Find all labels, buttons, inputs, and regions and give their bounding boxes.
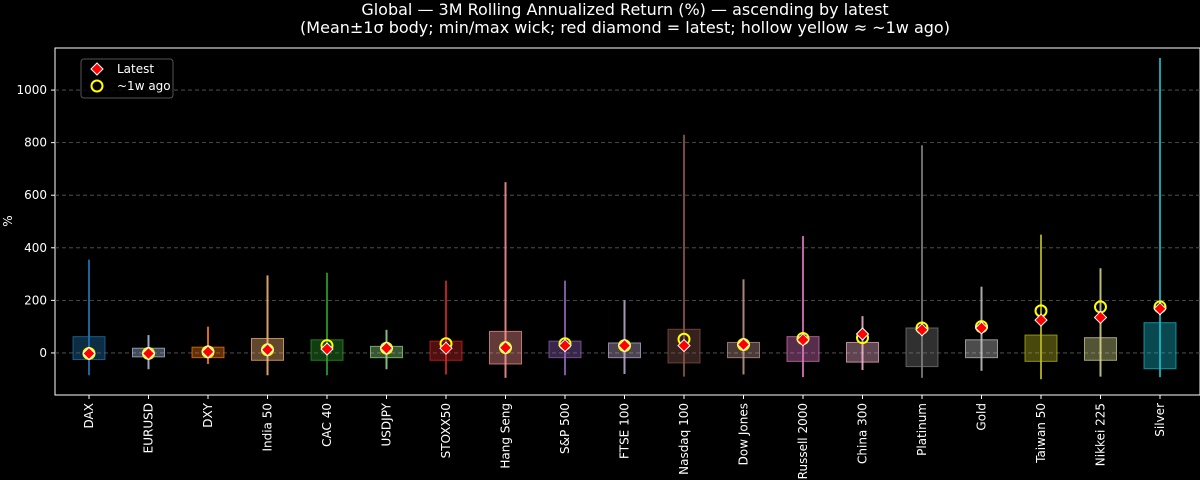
latest-marker	[677, 338, 691, 353]
latest-marker	[439, 341, 453, 355]
latest-marker	[201, 345, 215, 359]
y-tick-label: 1000	[16, 83, 47, 97]
series-group	[429, 280, 463, 375]
y-axis-label: %	[1, 215, 15, 226]
latest-marker	[558, 338, 572, 353]
series-group	[667, 134, 701, 377]
mean-sigma-body	[1143, 322, 1177, 370]
legend: Latest ~1w ago	[80, 58, 174, 99]
x-tick-label: Hang Seng	[499, 403, 513, 469]
series-group	[132, 335, 165, 370]
x-tick-label: FTSE 100	[618, 403, 632, 459]
latest-marker	[141, 346, 156, 361]
series-group	[846, 316, 879, 371]
series-group	[786, 235, 820, 378]
x-tick-label: DXY	[201, 402, 215, 427]
y-tick-label: 0	[39, 346, 47, 360]
latest-marker	[736, 337, 751, 352]
grid-lines	[55, 89, 1200, 354]
x-tick-label: Nasdaq 100	[677, 403, 691, 475]
series-group	[72, 259, 106, 376]
y-axis-ticks: 0 200 400 600 800 1000	[16, 83, 55, 360]
latest-marker	[974, 321, 989, 335]
latest-marker	[915, 323, 929, 337]
latest-marker	[1153, 302, 1167, 316]
series-group	[608, 300, 641, 374]
mean-sigma-body	[1084, 337, 1117, 361]
mean-sigma-body	[1024, 334, 1058, 362]
series-group	[1143, 57, 1177, 378]
latest-marker	[1034, 313, 1048, 327]
latest-marker	[82, 346, 96, 361]
x-tick-label: CAC 40	[320, 403, 334, 447]
series-group	[251, 275, 284, 376]
x-axis-ticks: DAX EURUSD DXY India 50 CAC 40 USDJPY STOXX50 H…	[82, 395, 1167, 479]
x-tick-label: India 50	[261, 403, 275, 452]
plot-frame	[54, 47, 1200, 396]
latest-marker	[498, 340, 513, 355]
latest-marker	[320, 342, 334, 356]
chart-title: Global — 3M Rolling Annualized Return (%…	[361, 0, 888, 19]
mean-sigma-body	[846, 341, 879, 363]
series-group	[191, 326, 225, 364]
x-tick-label: China 300	[856, 403, 870, 464]
x-tick-label: STOXX50	[439, 403, 453, 458]
latest-marker	[796, 333, 810, 347]
y-tick-label: 800	[24, 136, 47, 150]
chart-subtitle: (Mean±1σ body; min/max wick; red diamond…	[300, 18, 950, 37]
series-group	[1024, 234, 1058, 380]
legend-latest-label: Latest	[117, 62, 154, 76]
mean-sigma-body	[786, 336, 820, 362]
x-tick-label: Platinum	[915, 403, 929, 456]
latest-marker	[617, 338, 632, 353]
series-group	[905, 145, 939, 378]
x-tick-label: Nikkei 225	[1094, 403, 1108, 466]
series-group	[370, 329, 403, 370]
legend-week-ago-label: ~1w ago	[117, 79, 171, 93]
x-tick-label: Silver	[1153, 403, 1167, 437]
y-tick-label: 400	[24, 241, 47, 255]
series-group	[1084, 268, 1117, 377]
series-group	[727, 279, 760, 375]
x-tick-label: Taiwan 50	[1034, 403, 1048, 464]
legend-week-ago-circle-icon	[90, 79, 104, 93]
latest-marker	[379, 341, 394, 355]
series-group	[965, 286, 998, 371]
latest-marker	[855, 327, 870, 341]
y-tick-label: 600	[24, 188, 47, 202]
latest-marker	[1093, 310, 1108, 325]
latest-marker	[260, 343, 275, 357]
legend-box	[80, 58, 174, 99]
y-tick-label: 200	[24, 293, 47, 307]
x-tick-label: Russell 2000	[796, 403, 810, 479]
chart-marks	[72, 57, 1177, 380]
series-group	[489, 182, 522, 378]
x-tick-label: Dow Jones	[737, 403, 751, 465]
x-tick-label: Gold	[975, 403, 989, 431]
x-tick-label: USDJPY	[380, 402, 394, 446]
mean-sigma-body	[965, 339, 998, 359]
series-group	[548, 280, 582, 376]
x-tick-label: DAX	[82, 403, 96, 428]
x-tick-label: EURUSD	[142, 403, 156, 453]
legend-latest-diamond-icon	[90, 62, 104, 76]
series-group	[310, 272, 344, 376]
x-tick-label: S&P 500	[558, 403, 572, 454]
